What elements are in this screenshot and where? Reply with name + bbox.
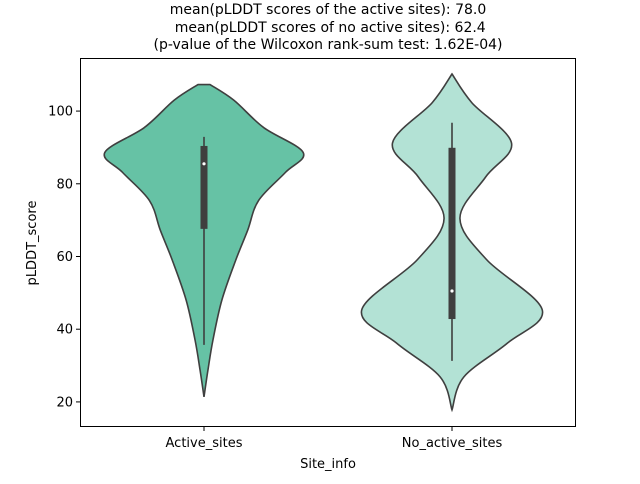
x-tick-label: Active_sites: [166, 436, 243, 451]
iqr-box: [200, 145, 208, 229]
y-tick-label: 60: [56, 250, 73, 265]
iqr-box: [448, 147, 456, 320]
y-tick-label: 80: [56, 177, 73, 192]
y-tick-label: 20: [56, 395, 73, 410]
chart-title: mean(pLDDT scores of the active sites): …: [154, 2, 503, 53]
violins: [103, 72, 544, 413]
violin-no-active-sites: [360, 72, 544, 413]
title-line-2: mean(pLDDT scores of no active sites): 6…: [170, 20, 486, 36]
title-line-1: mean(pLDDT scores of the active sites): …: [170, 2, 487, 18]
y-tick-label: 100: [48, 105, 73, 120]
y-axis-label: pLDDT_score: [25, 201, 40, 286]
y-axis: 20 40 60 80 100: [48, 105, 80, 410]
violin-active-sites: [103, 83, 305, 397]
x-axis: Active_sites No_active_sites: [166, 427, 503, 451]
x-axis-label: Site_info: [300, 457, 356, 472]
title-line-3: (p-value of the Wilcoxon rank-sum test: …: [154, 37, 503, 53]
y-tick-label: 40: [56, 323, 73, 338]
median-point: [450, 289, 454, 293]
median-point: [202, 162, 206, 166]
x-tick-label: No_active_sites: [402, 436, 503, 451]
plot-frame: [80, 58, 576, 427]
